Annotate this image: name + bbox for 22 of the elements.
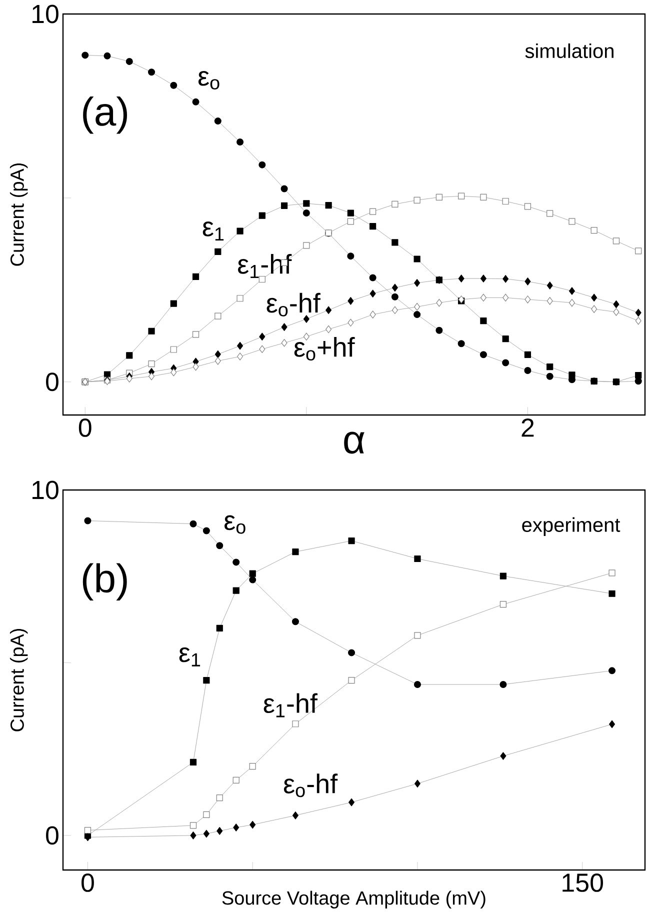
x-tick-label: 150 <box>562 874 604 892</box>
y-tick-label: 0 <box>46 372 58 392</box>
annotation: experiment <box>522 517 620 536</box>
annotation: (b) <box>82 563 127 601</box>
y-tick-label: 10 <box>32 4 58 24</box>
series-label: ε$_{o}$-hf <box>284 774 338 798</box>
series-label: ε$_{1}$-hf <box>264 693 318 718</box>
series-label: ε$_{o}$+hf <box>294 337 355 361</box>
x-axis-title: Source Voltage Amplitude (mV) <box>222 890 486 908</box>
y-axis-title: Current (pA) <box>10 163 28 266</box>
annotation: (a) <box>83 96 127 134</box>
x-axis-title: α <box>344 432 364 454</box>
series-label: ε$_{o}$-hf <box>266 292 320 316</box>
series-label: ε$_{o}$ <box>224 515 246 534</box>
series-label: ε$_{1}$ <box>179 647 200 666</box>
series-label: ε$_{o}$ <box>198 70 220 90</box>
x-tick-label: 2 <box>522 418 534 437</box>
y-tick-label: 0 <box>46 826 58 845</box>
annotation: simulation <box>525 43 614 58</box>
y-tick-label: 10 <box>32 480 58 500</box>
series-label: ε$_{1}$ <box>202 222 224 241</box>
y-axis-title: Current (pA) <box>10 628 28 732</box>
